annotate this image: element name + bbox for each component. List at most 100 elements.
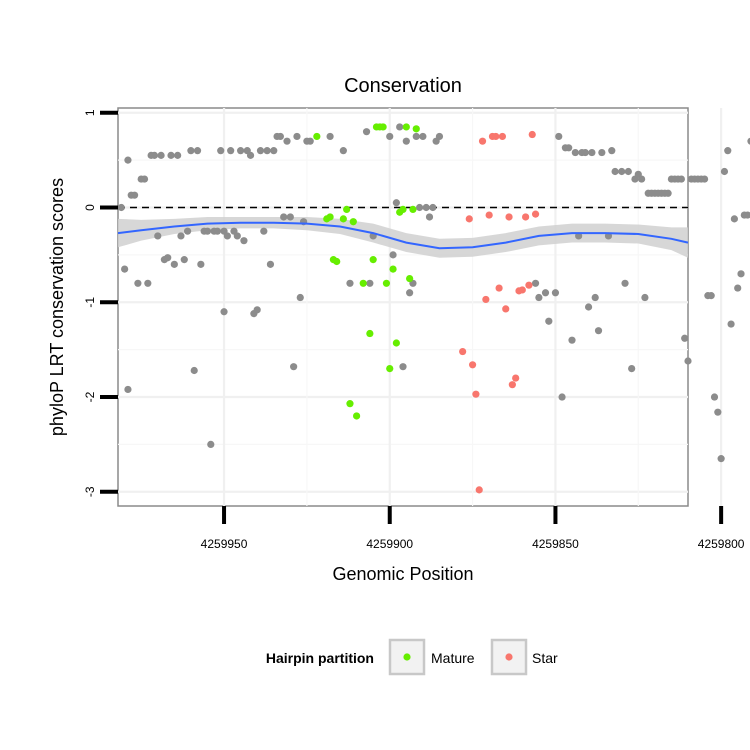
data-point-other [611, 167, 619, 176]
plot-panel [117, 107, 689, 507]
data-point-other [266, 260, 275, 268]
data-point-star [518, 286, 526, 294]
data-point-star [525, 281, 533, 289]
x-axis: 4259950 4259900 4259850 4259800 [201, 506, 745, 551]
data-point-other [717, 455, 725, 463]
data-point-mature [382, 279, 391, 287]
data-point-star [531, 210, 540, 218]
data-point-other [399, 363, 407, 371]
data-point-other [263, 147, 271, 155]
data-point-mature [399, 205, 407, 213]
legend-marker-mature [403, 653, 411, 661]
data-point-star [465, 215, 473, 223]
data-point-other [581, 148, 589, 157]
data-point-other [240, 237, 248, 245]
data-point-other [144, 279, 152, 287]
data-point-other [326, 132, 334, 141]
data-point-star [472, 390, 480, 398]
data-point-other [621, 279, 629, 287]
data-point-other [545, 317, 553, 325]
data-point-other [724, 147, 732, 155]
data-point-mature [409, 205, 417, 213]
data-point-other [130, 191, 139, 199]
data-point-other [710, 393, 719, 401]
data-point-star [475, 486, 483, 494]
data-point-other [256, 147, 265, 155]
data-point-mature [412, 125, 420, 133]
data-point-other [154, 232, 162, 240]
data-point-star [492, 132, 500, 141]
data-point-other [180, 256, 188, 264]
legend-item-star: Star [490, 638, 558, 676]
data-point-mature [406, 274, 414, 283]
data-point-mature [359, 279, 367, 287]
data-point-other [734, 284, 742, 292]
data-point-star [528, 130, 536, 139]
data-point-mature [369, 256, 377, 264]
y-tick-label: 1 [83, 109, 97, 116]
data-point-mature [343, 205, 351, 213]
data-point-other [233, 232, 241, 240]
data-point-other [306, 137, 314, 145]
data-point-other [193, 147, 202, 155]
legend-title: Hairpin partition [266, 650, 374, 666]
x-axis-title: Genomic Position [332, 564, 473, 584]
data-point-other [293, 132, 301, 141]
legend-label-star: Star [532, 650, 558, 666]
y-axis: 1 0 -1 -2 -3 [83, 109, 118, 497]
data-point-other [366, 279, 374, 287]
data-point-mature [333, 257, 341, 266]
data-point-other [124, 156, 132, 164]
confidence-band [118, 216, 688, 258]
data-point-other [402, 137, 410, 145]
data-point-other [170, 260, 178, 268]
data-point-other [628, 364, 636, 373]
data-point-other [389, 251, 397, 259]
data-point-other [134, 279, 142, 287]
data-point-other [270, 147, 278, 155]
legend-item-mature: Mature [388, 638, 475, 676]
data-point-other [425, 213, 434, 221]
data-point-other [747, 137, 750, 145]
data-point-mature [366, 329, 374, 338]
data-point-other [280, 213, 288, 221]
data-point-mature [389, 265, 397, 273]
data-point-other [638, 175, 646, 183]
data-point-mature [326, 213, 334, 221]
plot-background [117, 107, 689, 507]
data-point-other [565, 144, 573, 152]
data-point-other [260, 227, 268, 235]
data-point-other [276, 132, 284, 141]
data-point-other [707, 292, 715, 300]
data-point-star [522, 213, 530, 221]
y-axis-title: phyloP LRT conservation scores [47, 178, 67, 436]
data-point-other [415, 203, 424, 212]
data-point-mature [353, 412, 361, 420]
data-point-star [478, 137, 487, 145]
data-point-other [730, 215, 738, 223]
data-point-other [253, 306, 261, 314]
data-point-star [468, 361, 477, 369]
data-point-other [591, 293, 599, 302]
data-point-other [535, 293, 543, 302]
data-point-other [220, 308, 228, 316]
data-point-other [190, 366, 198, 375]
y-tick-label: 0 [83, 204, 97, 211]
data-point-mature [346, 400, 354, 408]
x-tick-label: 4259800 [698, 537, 745, 551]
data-point-other [140, 175, 149, 183]
data-point-other [429, 203, 437, 212]
y-tick-label: -2 [83, 391, 97, 402]
data-point-other [283, 137, 291, 145]
data-point-mature [402, 123, 410, 131]
data-point-other [598, 148, 606, 157]
data-point-star [482, 295, 490, 304]
data-point-other [531, 279, 540, 287]
x-tick-label: 4259850 [532, 537, 579, 551]
data-point-other [223, 232, 231, 240]
data-point-other [392, 199, 400, 207]
data-point-other [594, 327, 603, 335]
data-point-other [121, 265, 129, 273]
data-point-other [396, 123, 404, 131]
